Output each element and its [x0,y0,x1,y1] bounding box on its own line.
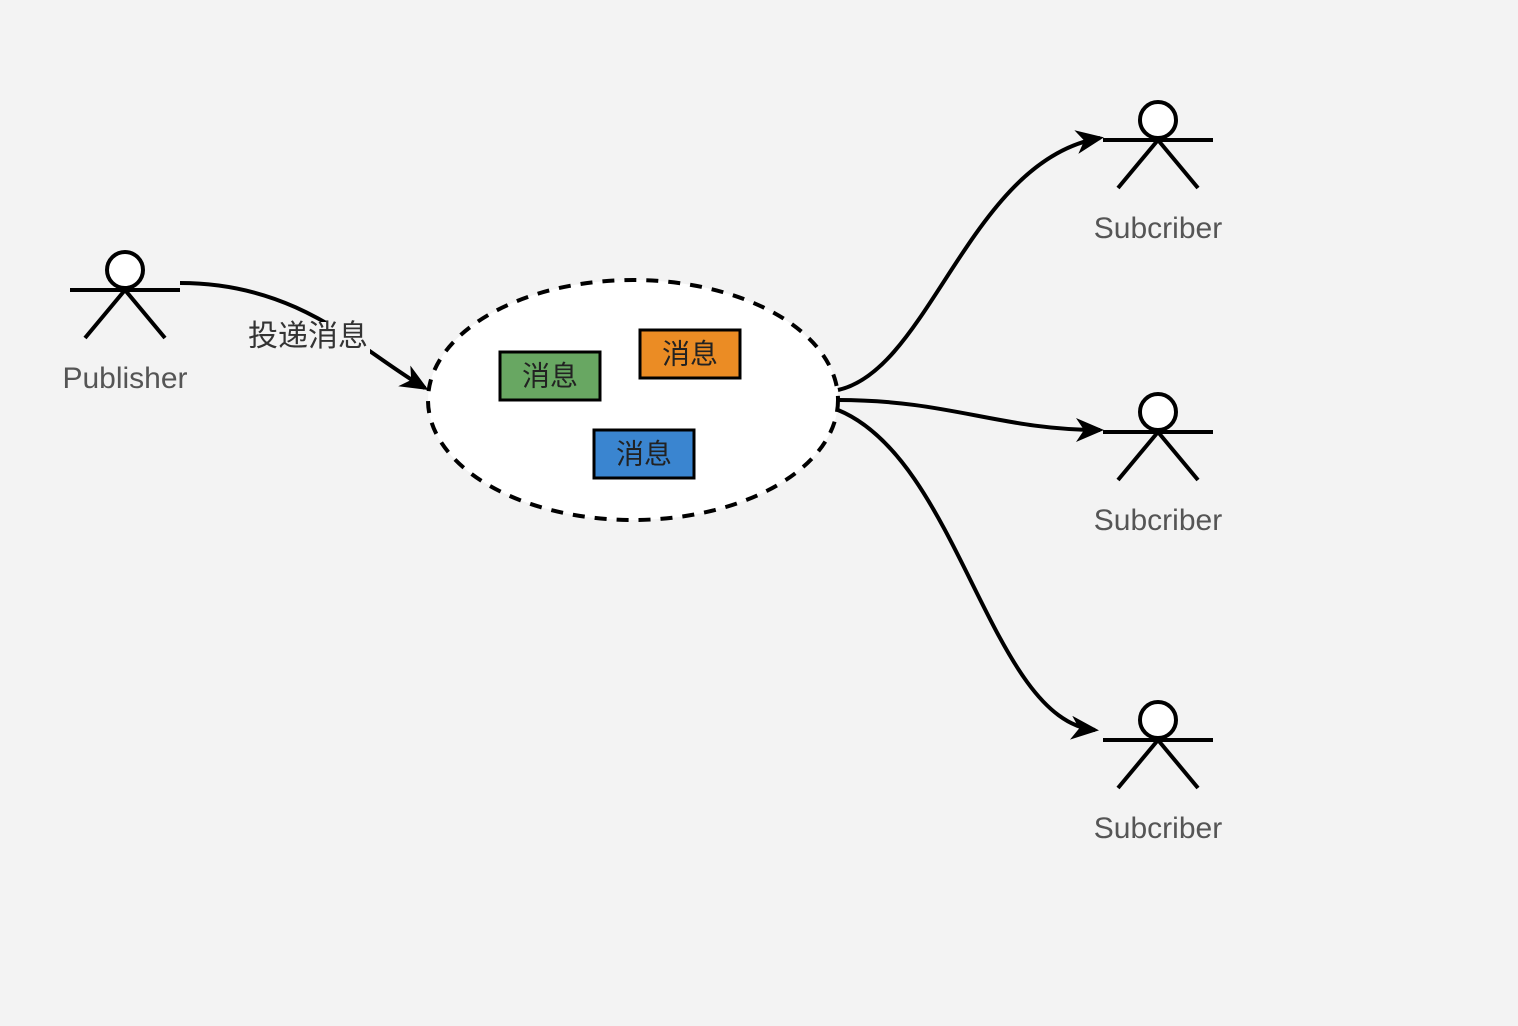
message-label: 消息 [522,361,578,392]
message-box: 消息 [594,430,694,478]
actor-label: Subcriber [1094,812,1222,845]
actor-head-icon [1140,102,1176,138]
actor-label: Subcriber [1094,504,1222,537]
actor-head-icon [1140,702,1176,738]
actor-leg-left [1118,140,1158,188]
message-box: 消息 [500,352,600,400]
actor-leg-left [1118,432,1158,480]
edge-label: 投递消息 [248,320,368,353]
actor-subscriber2: Subcriber [1094,394,1222,537]
message-label: 消息 [662,339,718,370]
actor-leg-right [1158,432,1198,480]
message-box: 消息 [640,330,740,378]
actor-head-icon [107,252,143,288]
actor-leg-right [1158,740,1198,788]
actor-publisher: Publisher [62,252,187,395]
message-queue-bubble [428,280,838,520]
edge-to_sub3 [838,410,1095,730]
actor-leg-right [1158,140,1198,188]
actor-leg-right [125,290,165,338]
edge-to_sub1 [838,138,1100,390]
edge-to_sub2 [838,400,1100,430]
actor-label: Subcriber [1094,212,1222,245]
actor-leg-left [85,290,125,338]
actor-leg-left [1118,740,1158,788]
actor-subscriber1: Subcriber [1094,102,1222,245]
actor-label: Publisher [62,362,187,395]
message-label: 消息 [616,439,672,470]
actor-subscriber3: Subcriber [1094,702,1222,845]
actor-head-icon [1140,394,1176,430]
